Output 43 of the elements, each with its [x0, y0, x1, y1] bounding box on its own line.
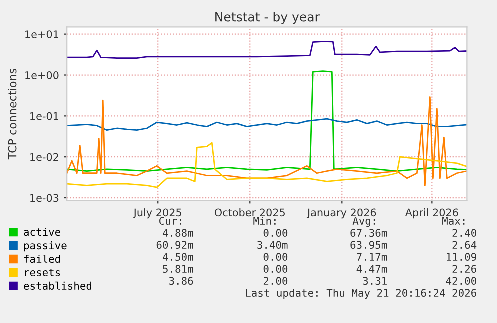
text: 7.17m — [357, 253, 388, 261]
x-tick-label: October 2025 — [214, 208, 285, 217]
legend-label: resets — [25, 269, 60, 277]
text: 42.00 — [446, 277, 476, 286]
line-series — [67, 118, 468, 132]
text: 4.88m — [162, 229, 194, 238]
text: Avg: — [352, 217, 376, 228]
legend-label: passive — [24, 242, 67, 252]
text: 4.50m — [162, 253, 194, 262]
y-tick-label: 1e-02 — [30, 153, 58, 162]
text: 0.00 — [264, 253, 288, 262]
text: 0.00 — [264, 265, 288, 274]
y-axis-title: TCP connections — [8, 68, 17, 160]
legend-label: active — [24, 228, 60, 236]
text: 3.86 — [169, 277, 194, 286]
text: 2.26 — [452, 265, 476, 274]
text: 11.09 — [447, 253, 476, 262]
line-series — [67, 70, 468, 172]
line-series — [67, 96, 468, 186]
legend-label: failed — [24, 254, 60, 264]
y-tick-label: 1e+01 — [26, 30, 58, 38]
line-series — [67, 41, 468, 59]
text: Max: — [442, 217, 465, 226]
text: 60.92m — [156, 241, 194, 250]
y-tick-label: 1e+00 — [26, 71, 59, 80]
text: 3.31 — [363, 277, 387, 286]
y-tick-label: 1e-01 — [30, 112, 58, 120]
y-tick-label: 1e-03 — [30, 194, 59, 202]
text: 3.40m — [258, 241, 288, 250]
line-series — [67, 142, 468, 188]
chart-title: Netstat - by year — [216, 12, 320, 24]
text: Cur: — [160, 217, 182, 226]
text: 2.64 — [452, 241, 477, 250]
text: 2.00 — [264, 277, 288, 286]
text: 0.00 — [264, 229, 288, 238]
legend-label: established — [24, 282, 92, 290]
text: 63.95m — [350, 241, 388, 250]
text: 2.40 — [452, 229, 476, 238]
text: 67.36m — [350, 229, 388, 238]
text: 4.47m — [356, 265, 388, 273]
text: Min: — [254, 216, 276, 225]
text: 5.81m — [163, 265, 194, 274]
text: Last update: Thu May 21 20:16:24 2026 — [246, 288, 476, 300]
